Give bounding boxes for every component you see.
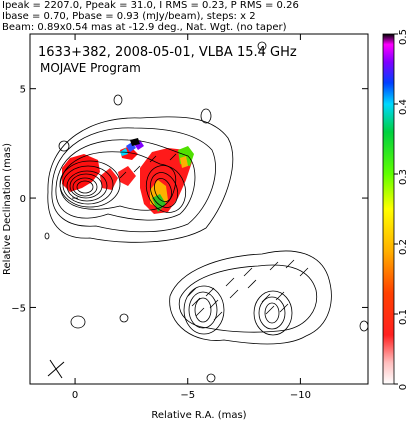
colorbar-tick-label: 0.4 (398, 99, 409, 115)
colorbar-tick-label: 0 (398, 384, 409, 390)
y-tick-label: 0 (20, 194, 26, 205)
x-tick-label: −5 (180, 390, 195, 401)
colorbar (382, 33, 395, 385)
y-tick-label: 5 (20, 85, 26, 96)
beam-symbol (47, 359, 65, 379)
plot-subtitle: MOJAVE Program (40, 61, 141, 75)
polarization-vectors (119, 153, 309, 321)
x-axis-label: Relative R.A. (mas) (151, 410, 246, 421)
y-tick-label: −5 (11, 303, 26, 314)
header-beam-line: Beam: 0.89x0.54 mas at -12.9 deg., Nat. … (2, 22, 287, 33)
map-layer (44, 41, 368, 383)
header-stats-line: Ipeak = 2207.0, Ppeak = 31.0, I RMS = 0.… (2, 0, 299, 11)
y-axis-label: Relative Declination (mas) (2, 143, 13, 275)
colorbar-tick-label: 0.2 (398, 239, 409, 255)
x-tick-label: 0 (72, 390, 78, 401)
plot-title: 1633+382, 2008-05-01, VLBA 15.4 GHz (38, 45, 297, 60)
x-tick-label: −10 (290, 390, 311, 401)
plot-frame (29, 33, 369, 385)
colorbar-tick-label: 0.1 (398, 309, 409, 325)
colorbar-tick-label: 0.3 (398, 169, 409, 185)
intensity-contours (44, 41, 368, 383)
header-base-line: Ibase = 0.70, Pbase = 0.93 (mJy/beam), s… (2, 11, 256, 22)
colorbar-tick-label: 0.5 (398, 29, 409, 45)
